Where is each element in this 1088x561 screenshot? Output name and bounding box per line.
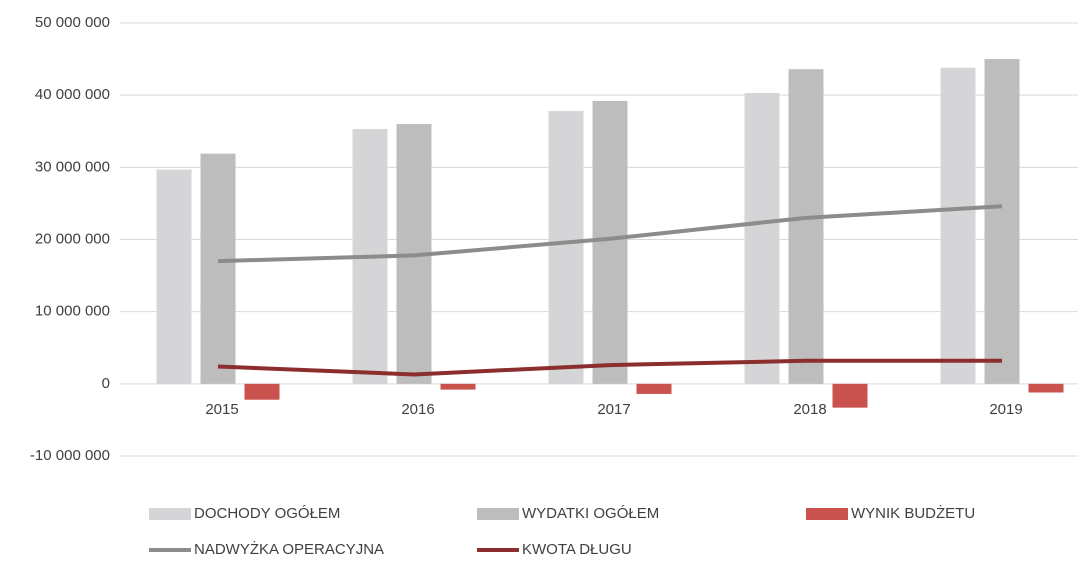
legend-label: KWOTA DŁUGU bbox=[522, 541, 632, 558]
bar bbox=[156, 169, 192, 384]
bar bbox=[636, 383, 672, 394]
legend-label: NADWYŻKA OPERACYJNA bbox=[194, 540, 384, 558]
line-series bbox=[217, 204, 1003, 264]
x-tick-label: 2019 bbox=[989, 401, 1022, 418]
y-tick-label: 10 000 000 bbox=[35, 303, 110, 320]
legend-swatch bbox=[477, 508, 519, 520]
x-tick-label: 2016 bbox=[401, 401, 434, 418]
legend-label: DOCHODY OGÓŁEM bbox=[194, 505, 340, 522]
y-tick-label: 30 000 000 bbox=[35, 158, 110, 175]
bar bbox=[744, 93, 780, 384]
bar bbox=[788, 69, 824, 384]
bar bbox=[1028, 383, 1064, 393]
y-tick-label: 50 000 000 bbox=[35, 14, 110, 31]
bar bbox=[440, 383, 476, 390]
x-tick-label: 2017 bbox=[597, 401, 630, 418]
bar bbox=[940, 67, 976, 384]
y-tick-label: 40 000 000 bbox=[35, 86, 110, 103]
y-tick-label: -10 000 000 bbox=[30, 447, 110, 464]
bar bbox=[984, 59, 1020, 384]
y-tick-label: 20 000 000 bbox=[35, 230, 110, 247]
x-tick-label: 2015 bbox=[205, 401, 238, 418]
bar bbox=[244, 383, 280, 400]
bar bbox=[200, 153, 236, 384]
y-tick-label: 0 bbox=[102, 375, 110, 392]
line-series bbox=[217, 358, 1002, 377]
legend-swatch bbox=[806, 508, 848, 520]
legend-label: WYDATKI OGÓŁEM bbox=[522, 505, 659, 522]
x-tick-label: 2018 bbox=[793, 401, 826, 418]
legend-label: WYNIK BUDŻETU bbox=[851, 504, 975, 522]
bar bbox=[832, 383, 868, 408]
bar bbox=[548, 111, 584, 384]
legend-swatch bbox=[149, 508, 191, 520]
bar bbox=[592, 100, 628, 384]
